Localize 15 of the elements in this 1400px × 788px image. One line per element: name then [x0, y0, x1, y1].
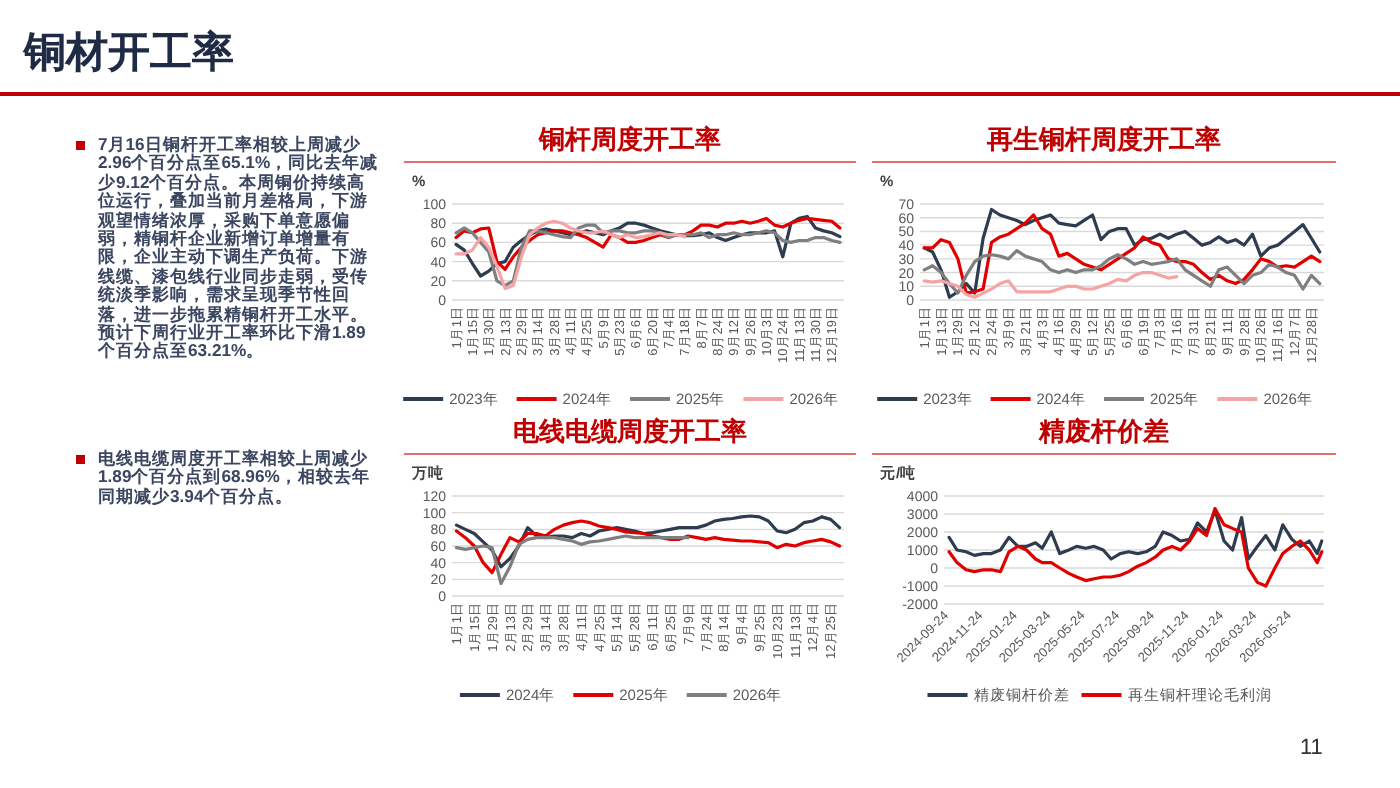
line-series	[922, 249, 1322, 295]
text: 电线电缆周度开工率相较上周减少1.89个百分点到68.96%，相较去年同期减少3.94个百分点。	[98, 448, 372, 507]
line-series	[454, 534, 690, 586]
text: 7月16日铜杆开工率相较上周减少2.96个百分点至65.1%，同比去年减少9.12个百分点。本周铜价持续高位运行，叠加当前月差格局，下游观望情绪浓厚，采购下单意愿偏弱，精铜杆企业新增订单增量有限，企业主动下调生产负荷。下游线缆、漆包线行业同步走弱，受传统淡季影响，需求呈现季节性回落，进一步拖累精铜杆开工水平。预计下周行业开工率环比下滑1.89个百分点至63.21%。	[98, 134, 379, 361]
line-series	[454, 219, 687, 291]
line-series	[454, 223, 842, 288]
text: 11	[1300, 736, 1323, 760]
chart-title: 精废杆价差	[1037, 416, 1169, 446]
chart-title: 铜杆周度开工率	[537, 124, 721, 154]
chart-title: 再生铜杆周度开工率	[985, 124, 1221, 154]
text: 铜材开工率	[24, 27, 234, 80]
line-series	[922, 270, 1179, 299]
chart-title: 电线电缆周度开工率	[513, 416, 747, 446]
line-series	[947, 508, 1324, 561]
line-series	[947, 507, 1324, 588]
